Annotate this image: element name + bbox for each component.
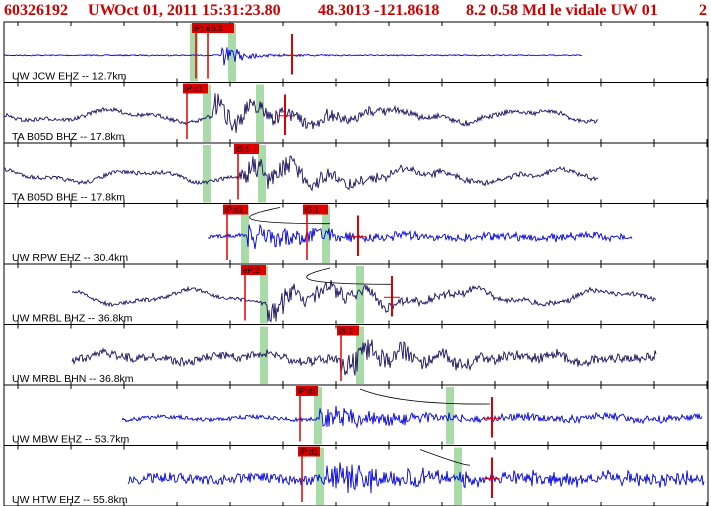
phase-pick-label[interactable] <box>298 446 320 457</box>
pick-window <box>322 205 330 263</box>
phase-pick-label[interactable] <box>223 204 248 215</box>
pick-window <box>203 145 211 203</box>
waveform-trace <box>3 93 598 133</box>
event-location: 48.3013 -121.8618 <box>318 2 440 19</box>
waveform-trace <box>71 279 657 323</box>
station-label: UW MBW EHZ -- 53.7km <box>12 434 130 446</box>
page-number: 2 <box>699 2 707 19</box>
event-header: 60326192 UW Oct 01, 2011 15:31:23.80 48.… <box>0 0 711 22</box>
station-label: UW MRBL BHN -- 36.8km <box>12 373 134 385</box>
network-code: UW <box>88 2 116 19</box>
travel-time-curve <box>306 267 393 285</box>
pick-window <box>203 84 211 142</box>
phase-pick-text: iP:d1 <box>300 448 319 457</box>
pick-window <box>454 447 462 505</box>
waveform-trace <box>71 339 657 376</box>
phase-pick-text: iP:c1 <box>185 85 203 94</box>
waveform-trace <box>207 223 633 250</box>
pick-window <box>258 145 266 203</box>
phase-pick-text: iS:1 <box>236 145 250 154</box>
station-label: UW RPW EHZ -- 30.4km <box>12 252 128 264</box>
station-label: UW HTW EHZ -- 55.8km <box>12 494 128 506</box>
phase-pick-label[interactable] <box>183 83 208 94</box>
station-label: UW JCW EHZ -- 12.7km <box>12 71 127 83</box>
phase-pick-text: iP:0 <box>194 24 208 33</box>
pick-window <box>356 326 364 384</box>
travel-time-curve <box>419 449 471 466</box>
phase-pick-label[interactable] <box>337 325 359 336</box>
pick-window <box>260 266 268 324</box>
event-datetime: Oct 01, 2011 15:31:23.80 <box>114 2 281 19</box>
station-label: TA B05D BHZ -- 17.8km <box>12 131 125 143</box>
pick-window <box>228 24 236 82</box>
phase-pick-text: iP:d1 <box>225 206 244 215</box>
station-label: UW MRBL BHZ -- 36.8km <box>12 313 133 325</box>
travel-time-curve <box>359 388 491 405</box>
pick-window <box>190 24 198 82</box>
waveform-trace <box>3 155 599 192</box>
waveform-trace <box>127 462 705 494</box>
phase-pick-label[interactable] <box>296 386 318 396</box>
phase-pick-text: iP:d1 <box>298 387 317 396</box>
pick-window <box>314 387 322 445</box>
travel-time-curve <box>249 207 331 225</box>
phase-pick-label[interactable] <box>204 23 234 33</box>
phase-pick-text: iS:1 <box>339 327 353 336</box>
phase-pick-text: eP:2 <box>243 266 260 275</box>
waveform-trace <box>121 405 703 429</box>
pick-window <box>256 84 264 142</box>
phase-pick-label[interactable] <box>303 204 328 215</box>
phase-pick-text: eS:3 <box>206 24 223 33</box>
magnitude-info: 8.2 0.58 Md le vidale UW 01 <box>466 2 658 19</box>
pick-window <box>356 266 364 324</box>
trace-panel-8[interactable] <box>3 445 709 506</box>
phase-pick-label[interactable] <box>234 144 259 154</box>
phase-pick-label[interactable] <box>241 265 266 275</box>
event-id: 60326192 <box>4 2 68 19</box>
phase-pick-text: iS:1 <box>305 206 319 215</box>
station-label: TA B05D BHE -- 17.8km <box>12 192 125 204</box>
